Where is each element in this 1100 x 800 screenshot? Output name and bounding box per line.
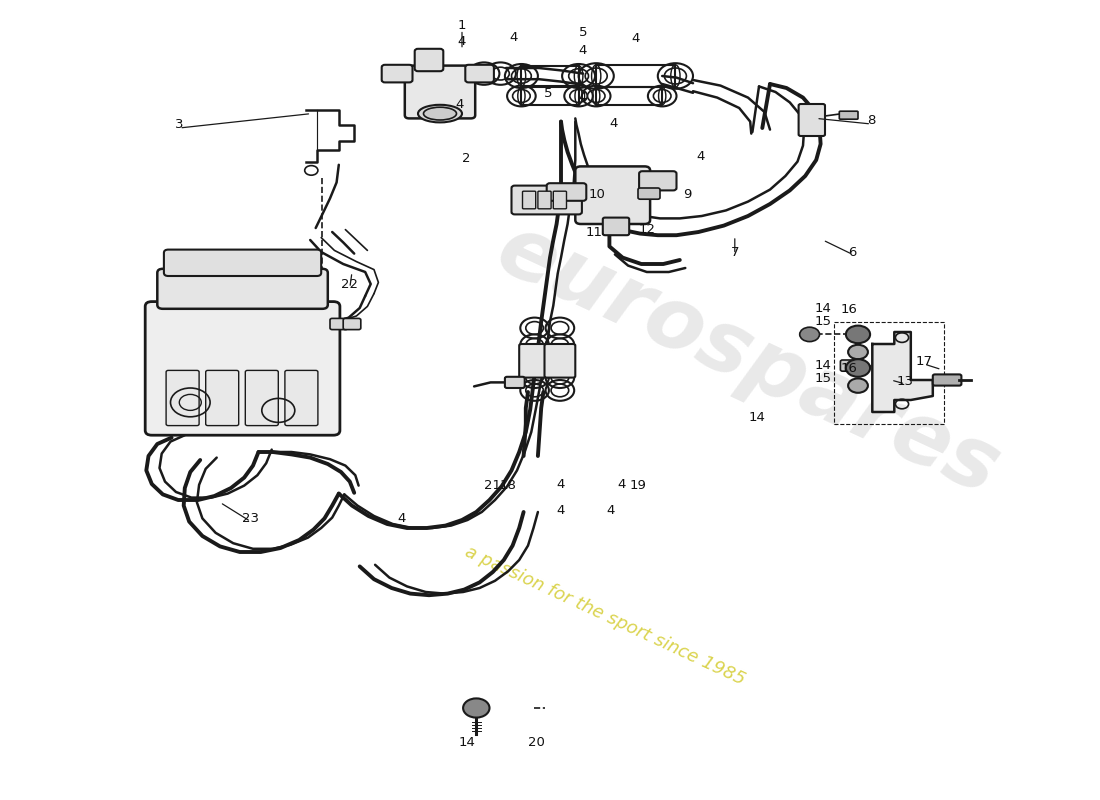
Text: 14: 14 xyxy=(459,736,476,749)
Circle shape xyxy=(463,698,490,718)
Text: 4: 4 xyxy=(579,91,587,104)
Text: 15: 15 xyxy=(814,315,832,328)
Text: 14: 14 xyxy=(814,359,832,372)
FancyBboxPatch shape xyxy=(245,370,278,426)
Text: 1: 1 xyxy=(458,19,466,32)
Text: 18: 18 xyxy=(499,479,517,492)
FancyBboxPatch shape xyxy=(465,65,494,82)
Text: 10: 10 xyxy=(588,188,606,201)
Text: 4: 4 xyxy=(631,32,640,45)
FancyBboxPatch shape xyxy=(164,250,321,276)
Polygon shape xyxy=(872,332,933,412)
Ellipse shape xyxy=(424,107,456,120)
Text: 15: 15 xyxy=(814,372,832,385)
Text: 4: 4 xyxy=(617,478,626,490)
FancyBboxPatch shape xyxy=(382,65,412,82)
Text: 17: 17 xyxy=(915,355,933,368)
Text: 21: 21 xyxy=(484,479,502,492)
FancyBboxPatch shape xyxy=(522,191,536,209)
FancyBboxPatch shape xyxy=(145,302,340,435)
FancyBboxPatch shape xyxy=(415,49,443,71)
Text: 16: 16 xyxy=(840,362,858,374)
Circle shape xyxy=(800,327,820,342)
FancyBboxPatch shape xyxy=(547,183,586,201)
FancyBboxPatch shape xyxy=(505,377,525,388)
FancyBboxPatch shape xyxy=(405,66,475,118)
Text: 4: 4 xyxy=(696,150,705,162)
Text: 23: 23 xyxy=(242,512,260,525)
Text: 8: 8 xyxy=(867,114,876,126)
FancyBboxPatch shape xyxy=(639,171,676,190)
FancyBboxPatch shape xyxy=(206,370,239,426)
Text: 4: 4 xyxy=(557,478,565,490)
Text: 7: 7 xyxy=(730,246,739,258)
Text: 4: 4 xyxy=(609,117,618,130)
Text: 14: 14 xyxy=(748,411,766,424)
FancyBboxPatch shape xyxy=(638,188,660,199)
FancyBboxPatch shape xyxy=(285,370,318,426)
FancyBboxPatch shape xyxy=(343,318,361,330)
Text: 4: 4 xyxy=(455,98,464,110)
FancyBboxPatch shape xyxy=(512,186,582,214)
Text: 11: 11 xyxy=(585,226,603,238)
Text: 22: 22 xyxy=(341,278,359,290)
FancyBboxPatch shape xyxy=(157,269,328,309)
Text: 13: 13 xyxy=(896,375,914,388)
Circle shape xyxy=(846,359,870,377)
Text: 14: 14 xyxy=(814,302,832,314)
Circle shape xyxy=(848,378,868,393)
Circle shape xyxy=(846,326,870,343)
FancyBboxPatch shape xyxy=(603,218,629,235)
Text: 5: 5 xyxy=(579,26,587,38)
Text: 4: 4 xyxy=(606,504,615,517)
Text: 16: 16 xyxy=(840,303,858,316)
Text: 4: 4 xyxy=(509,31,518,44)
Text: 4: 4 xyxy=(397,512,406,525)
Ellipse shape xyxy=(418,105,462,122)
Text: 5: 5 xyxy=(543,87,552,100)
FancyBboxPatch shape xyxy=(840,360,865,371)
Text: 6: 6 xyxy=(848,246,857,258)
Text: 4: 4 xyxy=(579,44,587,57)
Text: 20: 20 xyxy=(528,736,546,749)
Text: eurospares: eurospares xyxy=(484,207,1012,513)
FancyBboxPatch shape xyxy=(544,344,575,378)
FancyBboxPatch shape xyxy=(519,344,550,378)
FancyBboxPatch shape xyxy=(799,104,825,136)
Text: 19: 19 xyxy=(629,479,647,492)
FancyBboxPatch shape xyxy=(166,370,199,426)
Text: 3: 3 xyxy=(175,118,184,130)
FancyBboxPatch shape xyxy=(839,111,858,119)
Text: 2: 2 xyxy=(462,152,471,165)
FancyBboxPatch shape xyxy=(330,318,348,330)
Text: 4: 4 xyxy=(458,35,466,48)
FancyBboxPatch shape xyxy=(538,191,551,209)
Text: a passion for the sport since 1985: a passion for the sport since 1985 xyxy=(462,543,748,689)
FancyBboxPatch shape xyxy=(553,191,566,209)
Circle shape xyxy=(848,345,868,359)
Text: 12: 12 xyxy=(638,223,656,236)
Text: 9: 9 xyxy=(683,188,692,201)
Text: 4: 4 xyxy=(557,504,565,517)
FancyBboxPatch shape xyxy=(575,166,650,224)
FancyBboxPatch shape xyxy=(933,374,961,386)
